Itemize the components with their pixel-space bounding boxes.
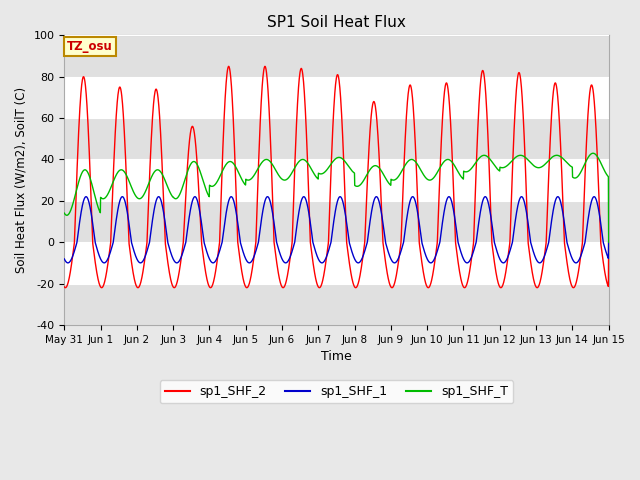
Bar	[64, 118, 609, 159]
Legend: sp1_SHF_2, sp1_SHF_1, sp1_SHF_T: sp1_SHF_2, sp1_SHF_1, sp1_SHF_T	[159, 380, 513, 403]
Y-axis label: Soil Heat Flux (W/m2), SoilT (C): Soil Heat Flux (W/m2), SoilT (C)	[15, 87, 28, 273]
sp1_SHF_2	[212, 265, 220, 271]
sp1_SHF_1	[557, 201, 565, 206]
sp1_SHF_T	[589, 150, 597, 156]
sp1_SHF_T	[212, 180, 220, 186]
sp1_SHF_2	[495, 282, 503, 288]
sp1_SHF_2	[353, 284, 360, 290]
sp1_SHF_2	[557, 151, 565, 157]
Bar	[64, 36, 609, 77]
Text: TZ_osu: TZ_osu	[67, 40, 113, 53]
sp1_SHF_1	[605, 240, 612, 245]
sp1_SHF_1	[264, 194, 271, 200]
sp1_SHF_1	[60, 256, 68, 262]
sp1_SHF_2	[572, 280, 580, 286]
sp1_SHF_2	[365, 157, 372, 163]
sp1_SHF_T	[364, 170, 372, 176]
Line: sp1_SHF_2: sp1_SHF_2	[64, 66, 609, 288]
sp1_SHF_1	[365, 231, 372, 237]
Line: sp1_SHF_T: sp1_SHF_T	[64, 153, 609, 242]
sp1_SHF_2	[243, 285, 251, 290]
X-axis label: Time: Time	[321, 350, 352, 363]
Bar	[64, 201, 609, 242]
sp1_SHF_T	[495, 167, 502, 173]
sp1_SHF_2	[225, 63, 232, 69]
sp1_SHF_1	[572, 260, 580, 266]
sp1_SHF_T	[352, 183, 360, 189]
sp1_SHF_2	[60, 284, 68, 290]
sp1_SHF_1	[212, 257, 220, 263]
Title: SP1 Soil Heat Flux: SP1 Soil Heat Flux	[267, 15, 406, 30]
sp1_SHF_T	[557, 154, 564, 159]
Line: sp1_SHF_1: sp1_SHF_1	[64, 197, 609, 263]
sp1_SHF_2	[605, 240, 612, 245]
sp1_SHF_T	[605, 240, 612, 245]
sp1_SHF_T	[60, 210, 68, 216]
sp1_SHF_1	[282, 260, 289, 266]
sp1_SHF_1	[495, 254, 503, 260]
sp1_SHF_1	[353, 259, 360, 265]
sp1_SHF_T	[572, 175, 579, 181]
Bar	[64, 284, 609, 325]
